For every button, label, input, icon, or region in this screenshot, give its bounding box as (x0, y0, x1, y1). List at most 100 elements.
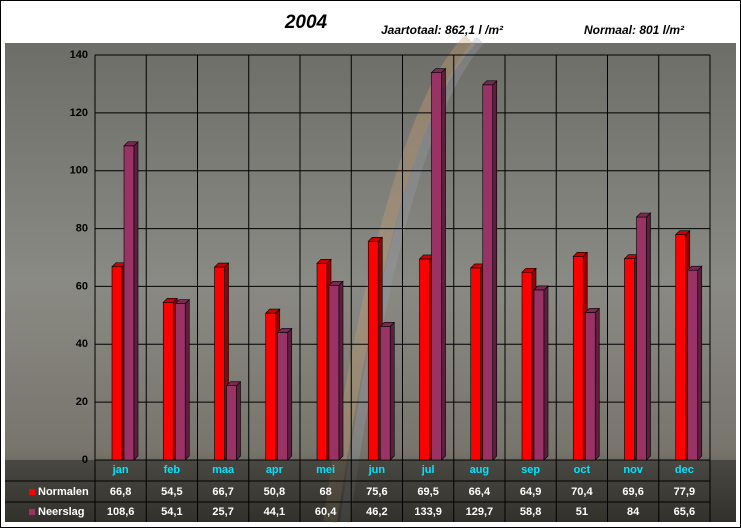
bar-side (441, 67, 446, 461)
table-background (5, 460, 736, 522)
x-tick-label: jan (112, 464, 129, 476)
data-label: 133,9 (414, 506, 442, 518)
data-label: 77,9 (674, 486, 695, 498)
annotation: Jaartotaal: 862,1 l /m² (381, 23, 504, 37)
bar-top (572, 252, 588, 257)
bar-top (687, 265, 703, 271)
bar (431, 72, 442, 461)
bar-side (287, 327, 293, 461)
data-label: 70,4 (571, 486, 593, 498)
bar (367, 241, 379, 461)
legend-swatch (29, 489, 35, 495)
data-label: 54,1 (161, 506, 182, 518)
bar (572, 256, 584, 461)
y-tick-label: 80 (76, 222, 88, 234)
data-label: 54,5 (161, 486, 182, 498)
bar-side (133, 141, 139, 461)
bar-side (594, 307, 600, 461)
x-tick-label: jul (421, 464, 435, 476)
data-label: 64,9 (520, 486, 541, 498)
data-label: 65,6 (674, 506, 695, 518)
data-label: 44,1 (264, 506, 285, 518)
x-tick-label: dec (675, 464, 694, 476)
bar-top (430, 68, 447, 73)
legend-label: Normalen (38, 486, 89, 498)
y-tick-label: 0 (82, 454, 88, 466)
data-label: 108,6 (107, 506, 135, 518)
bar-top (162, 298, 178, 303)
data-label: 25,7 (212, 506, 233, 518)
bar (379, 326, 391, 461)
y-tick-label: 140 (70, 49, 88, 61)
x-tick-label: nov (623, 464, 643, 476)
bar-top (225, 381, 242, 386)
bar (265, 312, 277, 461)
bar-side (646, 212, 651, 461)
bar (214, 266, 225, 461)
data-label: 68 (320, 486, 332, 498)
bar (277, 332, 289, 461)
bar (470, 267, 482, 461)
bar-top (277, 328, 293, 333)
data-label: 46,2 (366, 506, 387, 518)
bar (533, 289, 545, 461)
x-tick-label: feb (164, 464, 181, 476)
y-tick-label: 100 (70, 165, 88, 177)
bar-side (338, 280, 344, 461)
bar-top (367, 237, 383, 242)
data-label: 66,8 (110, 486, 131, 498)
data-label: 75,6 (366, 486, 387, 498)
bar-top (521, 267, 537, 273)
bar (174, 303, 186, 461)
bar-top (174, 299, 190, 304)
bar (675, 234, 687, 461)
bar-side (184, 298, 190, 461)
rainbow (340, 36, 484, 523)
x-tick-label: maa (212, 464, 235, 476)
bar-top (379, 322, 395, 327)
y-tick-label: 20 (76, 396, 88, 408)
bar-top (265, 308, 281, 314)
y-tick-label: 120 (70, 107, 88, 119)
bar-top (635, 212, 652, 218)
data-label: 51 (576, 506, 588, 518)
bar-top (123, 141, 139, 147)
x-tick-label: mei (316, 464, 335, 476)
bar-side (543, 285, 549, 461)
bar (316, 262, 328, 461)
x-tick-label: apr (266, 464, 284, 476)
bar-side (492, 80, 498, 461)
bar (624, 258, 635, 461)
data-label: 50,8 (264, 486, 285, 498)
bar (687, 269, 699, 461)
x-tick-label: jun (368, 464, 386, 476)
chart-title: 2004 (284, 12, 328, 33)
bar-top (533, 285, 549, 291)
bar (636, 216, 647, 461)
data-label: 66,7 (212, 486, 233, 498)
legend-swatch (29, 509, 35, 515)
bar (419, 258, 430, 461)
data-label: 58,8 (520, 506, 541, 518)
bar (226, 385, 237, 461)
legend-label: Neerslag (38, 506, 84, 518)
data-label: 69,6 (622, 486, 643, 498)
data-label: 60,4 (315, 506, 337, 518)
bar-top (482, 80, 498, 86)
bar-top (584, 308, 600, 313)
bar-side (697, 265, 703, 461)
x-tick-label: sep (521, 464, 540, 476)
data-label: 69,5 (417, 486, 438, 498)
x-tick-label: oct (574, 464, 591, 476)
data-label: 66,4 (469, 486, 491, 498)
bar-top (316, 258, 332, 264)
bar (162, 302, 174, 461)
bar-top (328, 280, 344, 286)
bar-top (213, 262, 230, 268)
bar-top (675, 230, 691, 235)
rainbow (323, 35, 476, 524)
bar-side (236, 380, 241, 461)
data-label: 129,7 (466, 506, 494, 518)
x-tick-label: aug (470, 464, 490, 476)
